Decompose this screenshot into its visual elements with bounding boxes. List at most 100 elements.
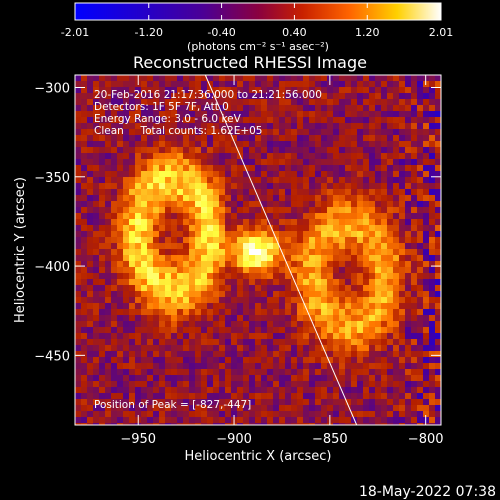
heatmap-cell: [297, 177, 303, 183]
heatmap-cell: [135, 213, 141, 219]
heatmap-cell: [189, 357, 195, 363]
heatmap-cell: [417, 363, 423, 369]
heatmap-cell: [111, 381, 117, 387]
heatmap-cell: [123, 111, 129, 117]
heatmap-cell: [339, 99, 345, 105]
heatmap-cell: [255, 261, 261, 267]
heatmap-cell: [237, 357, 243, 363]
heatmap-cell: [255, 81, 261, 87]
heatmap-cell: [201, 201, 207, 207]
heatmap-cell: [411, 255, 417, 261]
heatmap-cell: [357, 363, 363, 369]
heatmap-cell: [327, 159, 333, 165]
heatmap-cell: [273, 297, 279, 303]
heatmap-cell: [309, 165, 315, 171]
heatmap-cell: [183, 303, 189, 309]
heatmap-cell: [171, 87, 177, 93]
heatmap-cell: [117, 405, 123, 411]
heatmap-cell: [333, 381, 339, 387]
heatmap-cell: [273, 207, 279, 213]
heatmap-cell: [267, 195, 273, 201]
heatmap-cell: [129, 105, 135, 111]
heatmap-cell: [189, 261, 195, 267]
heatmap-cell: [333, 147, 339, 153]
heatmap-cell: [243, 321, 249, 327]
heatmap-cell: [345, 261, 351, 267]
heatmap-cell: [165, 297, 171, 303]
heatmap-cell: [129, 123, 135, 129]
heatmap-cell: [261, 105, 267, 111]
heatmap-cell: [267, 321, 273, 327]
heatmap-cell: [147, 375, 153, 381]
heatmap-cell: [315, 219, 321, 225]
heatmap-cell: [345, 309, 351, 315]
heatmap-cell: [387, 357, 393, 363]
heatmap-cell: [357, 261, 363, 267]
heatmap-cell: [327, 183, 333, 189]
heatmap-cell: [117, 75, 123, 81]
heatmap-cell: [345, 393, 351, 399]
heatmap-cell: [87, 75, 93, 81]
heatmap-cell: [273, 99, 279, 105]
heatmap-cell: [333, 315, 339, 321]
heatmap-cell: [81, 375, 87, 381]
heatmap-cell: [423, 369, 429, 375]
heatmap-cell: [405, 129, 411, 135]
heatmap-cell: [369, 81, 375, 87]
heatmap-cell: [201, 285, 207, 291]
heatmap-cell: [309, 105, 315, 111]
heatmap-cell: [249, 303, 255, 309]
heatmap-cell: [435, 105, 441, 111]
heatmap-cell: [333, 417, 339, 423]
heatmap-cell: [159, 183, 165, 189]
heatmap-cell: [429, 333, 435, 339]
heatmap-cell: [297, 267, 303, 273]
heatmap-cell: [129, 375, 135, 381]
heatmap-cell: [147, 183, 153, 189]
heatmap-cell: [183, 261, 189, 267]
heatmap-cell: [207, 297, 213, 303]
heatmap-cell: [99, 267, 105, 273]
heatmap-cell: [387, 117, 393, 123]
heatmap-cell: [297, 357, 303, 363]
heatmap-cell: [93, 315, 99, 321]
heatmap-cell: [429, 387, 435, 393]
heatmap-cell: [213, 297, 219, 303]
heatmap-cell: [159, 303, 165, 309]
heatmap-cell: [297, 159, 303, 165]
heatmap-cell: [339, 303, 345, 309]
heatmap-cell: [195, 255, 201, 261]
heatmap-cell: [405, 417, 411, 423]
heatmap-cell: [171, 159, 177, 165]
heatmap-cell: [405, 147, 411, 153]
heatmap-cell: [81, 225, 87, 231]
heatmap-cell: [417, 225, 423, 231]
heatmap-cell: [375, 195, 381, 201]
heatmap-cell: [285, 333, 291, 339]
heatmap-cell: [183, 411, 189, 417]
heatmap-cell: [213, 123, 219, 129]
heatmap-cell: [195, 375, 201, 381]
heatmap-cell: [105, 93, 111, 99]
heatmap-cell: [165, 273, 171, 279]
heatmap-cell: [357, 375, 363, 381]
heatmap-cell: [405, 219, 411, 225]
heatmap-cell: [303, 333, 309, 339]
heatmap-cell: [357, 219, 363, 225]
heatmap-cell: [225, 99, 231, 105]
heatmap-cell: [201, 267, 207, 273]
heatmap-cell: [279, 327, 285, 333]
heatmap-cell: [93, 231, 99, 237]
heatmap-cell: [387, 351, 393, 357]
heatmap-cell: [201, 81, 207, 87]
heatmap-cell: [357, 171, 363, 177]
heatmap-cell: [297, 339, 303, 345]
heatmap-cell: [423, 99, 429, 105]
heatmap-cell: [267, 327, 273, 333]
heatmap-cell: [147, 237, 153, 243]
heatmap-cell: [255, 117, 261, 123]
heatmap-cell: [411, 309, 417, 315]
heatmap-cell: [297, 93, 303, 99]
heatmap-cell: [339, 285, 345, 291]
heatmap-cell: [111, 147, 117, 153]
